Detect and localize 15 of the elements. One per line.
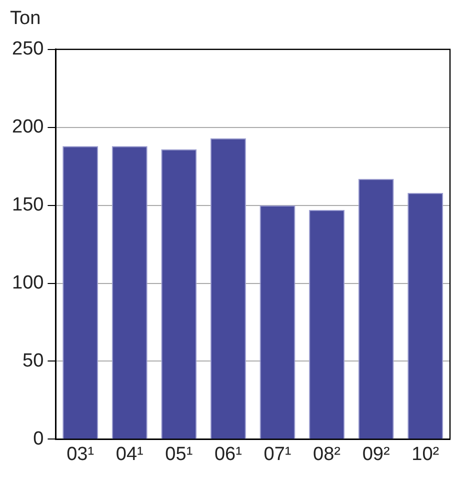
y-axis-title: Ton [9,8,42,31]
x-tick-label: 07¹ [264,444,292,465]
x-tick-label: 06¹ [214,444,242,465]
y-tick-label: 150 [12,194,44,216]
x-tick-label: 03¹ [66,444,94,465]
y-tick-label: 200 [12,116,44,138]
x-tick-label: 10² [412,444,440,465]
y-tick-label: 250 [12,38,44,60]
x-tick-label: 08² [313,444,341,465]
y-tick-label: 0 [33,428,44,450]
x-tick-label: 09² [362,444,390,465]
x-tick-label: 05¹ [165,444,193,465]
y-tick-label: 100 [12,272,44,294]
x-tick-label: 04¹ [116,444,144,465]
y-tick-label: 50 [22,350,44,372]
